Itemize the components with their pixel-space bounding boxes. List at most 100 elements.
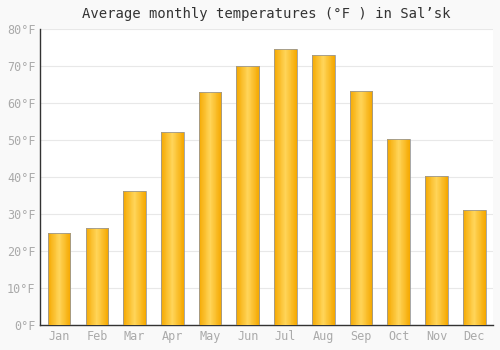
Bar (481, 210, 482, 325)
Bar (90, 228, 91, 325)
Bar (66, 233, 67, 325)
Bar (170, 132, 172, 325)
Bar (470, 210, 472, 325)
Bar (328, 55, 330, 325)
Bar (284, 49, 286, 325)
Bar (320, 55, 322, 325)
Bar (144, 191, 145, 325)
Bar (183, 132, 184, 325)
Bar (199, 92, 200, 325)
Bar (100, 228, 101, 325)
Bar (469, 210, 470, 325)
Bar (391, 139, 392, 325)
Bar (91, 228, 92, 325)
Bar (440, 176, 441, 325)
Bar (88, 228, 89, 325)
Bar (316, 55, 317, 325)
Bar (125, 191, 126, 325)
Bar (274, 49, 297, 325)
Bar (433, 176, 434, 325)
Bar (274, 49, 275, 325)
Bar (252, 66, 253, 325)
Bar (256, 66, 257, 325)
Bar (239, 66, 240, 325)
Bar (478, 210, 479, 325)
Bar (60, 233, 61, 325)
Bar (393, 139, 394, 325)
Bar (240, 66, 241, 325)
Bar (142, 191, 143, 325)
Bar (403, 139, 404, 325)
Bar (181, 132, 182, 325)
Bar (353, 91, 354, 325)
Bar (145, 191, 146, 325)
Bar (351, 91, 352, 325)
Bar (165, 132, 166, 325)
Bar (288, 49, 290, 325)
Bar (210, 92, 212, 325)
Bar (213, 92, 214, 325)
Bar (328, 55, 329, 325)
Bar (52, 233, 53, 325)
Bar (425, 176, 448, 325)
Bar (162, 132, 163, 325)
Bar (253, 66, 254, 325)
Bar (215, 92, 216, 325)
Bar (139, 191, 140, 325)
Bar (400, 139, 401, 325)
Bar (431, 176, 432, 325)
Bar (318, 55, 319, 325)
Bar (66, 233, 67, 325)
Bar (333, 55, 334, 325)
Bar (326, 55, 328, 325)
Bar (249, 66, 250, 325)
Bar (179, 132, 180, 325)
Bar (294, 49, 295, 325)
Bar (444, 176, 446, 325)
Bar (240, 66, 242, 325)
Bar (275, 49, 276, 325)
Bar (135, 191, 136, 325)
Bar (174, 132, 176, 325)
Bar (218, 92, 219, 325)
Bar (434, 176, 436, 325)
Bar (67, 233, 68, 325)
Bar (211, 92, 212, 325)
Bar (236, 66, 238, 325)
Bar (360, 91, 361, 325)
Bar (132, 191, 133, 325)
Bar (106, 228, 107, 325)
Bar (68, 233, 70, 325)
Bar (202, 92, 203, 325)
Bar (250, 66, 252, 325)
Bar (370, 91, 371, 325)
Bar (220, 92, 221, 325)
Bar (200, 92, 201, 325)
Bar (64, 233, 66, 325)
Bar (478, 210, 480, 325)
Bar (476, 210, 478, 325)
Bar (369, 91, 370, 325)
Bar (477, 210, 478, 325)
Bar (54, 233, 56, 325)
Bar (395, 139, 396, 325)
Bar (138, 191, 139, 325)
Bar (283, 49, 284, 325)
Bar (406, 139, 408, 325)
Bar (441, 176, 442, 325)
Bar (176, 132, 178, 325)
Bar (254, 66, 255, 325)
Bar (89, 228, 90, 325)
Bar (248, 66, 249, 325)
Bar (352, 91, 353, 325)
Bar (180, 132, 181, 325)
Bar (87, 228, 88, 325)
Bar (280, 49, 281, 325)
Bar (180, 132, 182, 325)
Bar (445, 176, 446, 325)
Bar (175, 132, 176, 325)
Bar (350, 91, 351, 325)
Bar (468, 210, 469, 325)
Bar (397, 139, 398, 325)
Bar (176, 132, 177, 325)
